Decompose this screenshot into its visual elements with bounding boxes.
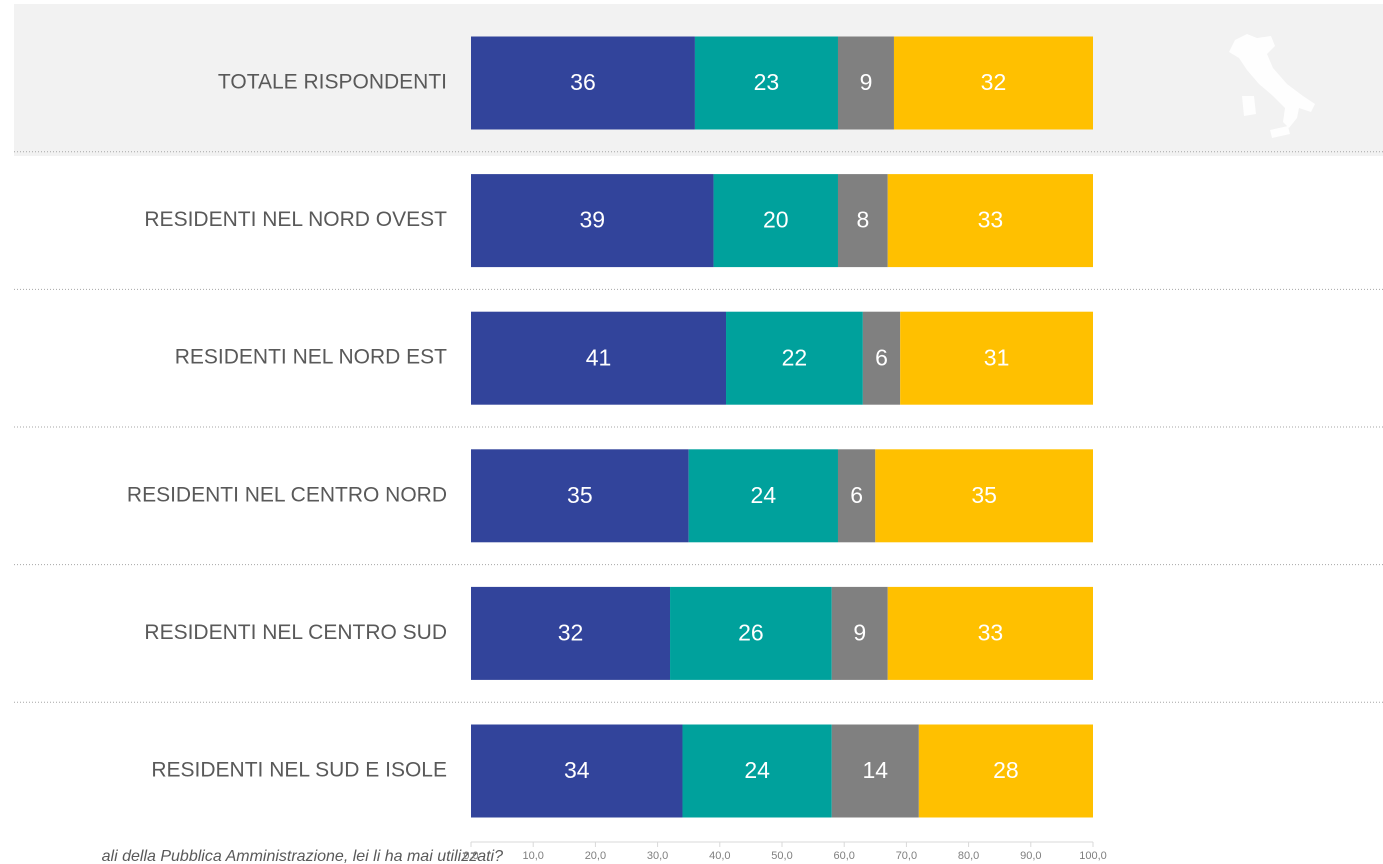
bar-segment xyxy=(837,36,894,130)
bar-segment xyxy=(918,724,1093,818)
value-label: 22 xyxy=(782,344,808,370)
value-label: 39 xyxy=(579,207,605,233)
bar-segment xyxy=(682,724,832,818)
value-label: 41 xyxy=(586,344,612,370)
value-label: 32 xyxy=(981,69,1007,95)
x-tick-label: 80,0 xyxy=(958,850,979,862)
value-label: 6 xyxy=(875,344,888,370)
value-label: 9 xyxy=(853,619,866,645)
value-label: 32 xyxy=(558,619,584,645)
value-label: 26 xyxy=(738,619,764,645)
bar-segment xyxy=(837,174,888,268)
value-label: 6 xyxy=(850,482,863,508)
bar-segment xyxy=(688,449,838,543)
bar-segment xyxy=(831,586,888,680)
bar-segment xyxy=(694,36,838,130)
category-label: RESIDENTI NEL SUD E ISOLE xyxy=(151,759,447,782)
value-label: 8 xyxy=(856,207,869,233)
bar-segment xyxy=(713,174,838,268)
category-label: RESIDENTI NEL CENTRO NORD xyxy=(127,483,447,506)
bar-segment xyxy=(471,36,695,130)
value-label: 14 xyxy=(863,757,889,783)
category-label: RESIDENTI NEL NORD EST xyxy=(175,346,447,369)
x-tick-label: 10,0 xyxy=(522,850,543,862)
value-label: 35 xyxy=(971,482,997,508)
category-label: RESIDENTI NEL CENTRO SUD xyxy=(144,621,447,644)
x-tick-label: 100,0 xyxy=(1079,850,1107,862)
bar-segment xyxy=(900,311,1093,405)
bar-segment xyxy=(887,586,1093,680)
value-label: 24 xyxy=(751,482,777,508)
bar-segment xyxy=(887,174,1093,268)
bar-segment xyxy=(471,449,689,543)
value-label: 31 xyxy=(984,344,1010,370)
bar-segment xyxy=(471,311,727,405)
bar-segment xyxy=(670,586,832,680)
bar-segment xyxy=(893,36,1093,130)
value-label: 34 xyxy=(564,757,590,783)
x-tick-label: 70,0 xyxy=(896,850,917,862)
x-tick-label: 30,0 xyxy=(647,850,668,862)
value-label: 28 xyxy=(993,757,1019,783)
annotation: ali della Pubblica Amministrazione, lei … xyxy=(102,848,503,864)
x-tick-label: 20,0 xyxy=(585,850,606,862)
value-label: 33 xyxy=(978,619,1004,645)
bar-segment xyxy=(862,311,901,405)
value-label: 36 xyxy=(570,69,596,95)
italy-icon xyxy=(1229,34,1315,138)
bar-segment xyxy=(831,724,919,818)
category-label: RESIDENTI NEL NORD OVEST xyxy=(144,208,447,231)
x-tick-label: 40,0 xyxy=(709,850,730,862)
x-tick-label: 0,0 xyxy=(463,850,478,862)
value-label: 24 xyxy=(744,757,770,783)
x-tick-label: 60,0 xyxy=(833,850,854,862)
category-label: TOTALE RISPONDENTI xyxy=(218,71,447,94)
value-label: 9 xyxy=(860,69,873,95)
x-tick-label: 90,0 xyxy=(1020,850,1041,862)
bar-segment xyxy=(471,724,683,818)
bar-segment xyxy=(837,449,876,543)
value-label: 20 xyxy=(763,207,789,233)
bar-segment xyxy=(875,449,1093,543)
value-label: 33 xyxy=(978,207,1004,233)
value-label: 23 xyxy=(754,69,780,95)
bar-segment xyxy=(471,586,671,680)
bar-segment xyxy=(726,311,863,405)
bar-segment xyxy=(471,174,714,268)
x-tick-label: 50,0 xyxy=(771,850,792,862)
value-label: 35 xyxy=(567,482,593,508)
